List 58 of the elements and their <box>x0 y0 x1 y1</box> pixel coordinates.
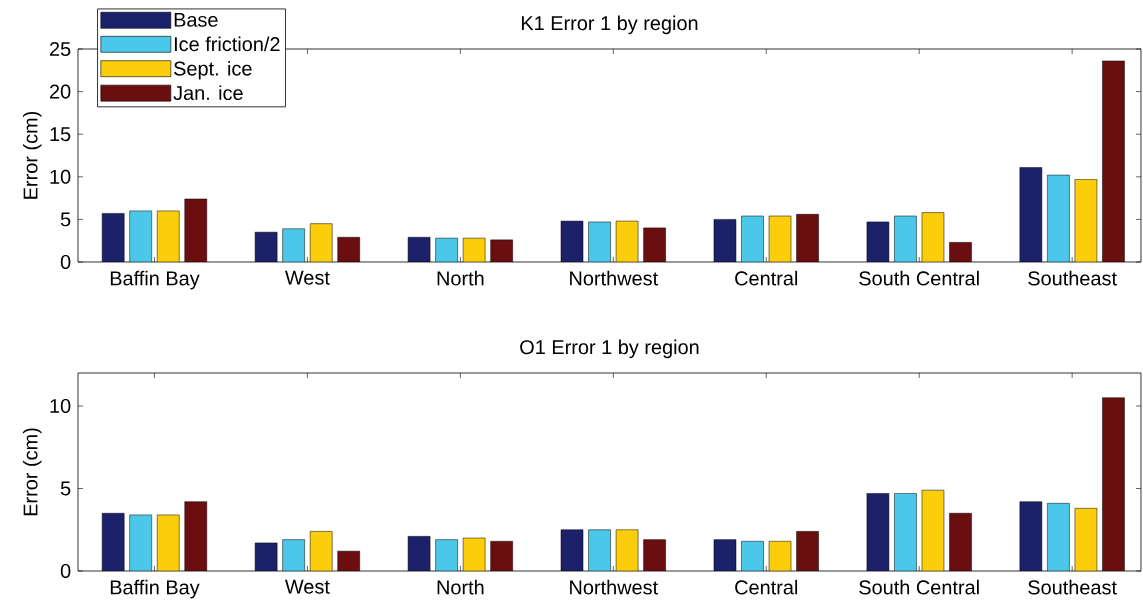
x-tick-label: South Central <box>859 270 979 286</box>
bar <box>490 541 513 571</box>
bar <box>101 213 125 262</box>
y-tick-label: 10 <box>50 398 71 414</box>
y-tick-label: 5 <box>60 212 71 227</box>
bar <box>588 529 611 571</box>
bar <box>282 539 305 571</box>
legend-label: Ice friction/2 <box>174 36 280 52</box>
x-tick-label: Southeast <box>1028 270 1117 286</box>
bar <box>741 541 764 571</box>
bar <box>894 493 917 571</box>
y-tick-label: 10 <box>50 169 71 184</box>
bar <box>157 514 180 571</box>
x-tick-label: Southeast <box>1028 579 1117 595</box>
x-tick-label: West <box>285 579 330 594</box>
bar <box>949 513 972 571</box>
x-tick-label: Northwest <box>570 579 658 595</box>
bar <box>184 501 207 571</box>
y-axis-title: Error (cm) <box>22 428 42 516</box>
legend-label: Base <box>174 12 218 27</box>
x-tick-label: Baffin Bay <box>110 270 200 290</box>
bar <box>1047 503 1070 571</box>
x-tick-label: Baffin Bay <box>110 579 200 599</box>
y-tick-label: 0 <box>60 254 71 270</box>
chart-title: K1 Error 1 by region <box>521 15 698 35</box>
x-tick-label: North <box>437 270 484 286</box>
bar <box>310 531 333 571</box>
bar <box>309 223 333 262</box>
bar <box>1047 174 1070 262</box>
bar <box>588 221 611 262</box>
y-tick-label: 15 <box>50 127 71 142</box>
bar <box>129 514 152 571</box>
x-tick-label: North <box>437 579 484 595</box>
x-tick-label: South Central <box>859 579 979 595</box>
legend-label: Sept. ice <box>174 61 252 80</box>
x-tick-label: Northwest <box>570 270 658 286</box>
y-tick-label: 0 <box>60 563 71 579</box>
x-tick-label: Central <box>735 270 798 286</box>
bar <box>156 210 180 262</box>
bar <box>741 215 764 262</box>
bar <box>796 531 819 571</box>
bar <box>282 228 305 262</box>
y-tick-label: 5 <box>60 481 71 496</box>
bar <box>894 215 917 262</box>
bar <box>643 539 666 571</box>
legend-label: Jan. ice <box>173 85 243 101</box>
x-tick-label: West <box>285 270 330 285</box>
bar <box>1102 397 1125 571</box>
bar <box>1019 501 1043 571</box>
y-tick-label: 25 <box>50 41 71 57</box>
bar <box>129 210 152 262</box>
y-axis-title: Error (cm) <box>22 111 42 199</box>
bar <box>102 513 125 571</box>
y-tick-label: 20 <box>50 84 71 99</box>
bar <box>435 539 458 571</box>
x-tick-label: Central <box>735 579 798 595</box>
chart-title: O1 Error 1 by region <box>520 339 699 359</box>
bar <box>1019 167 1043 262</box>
